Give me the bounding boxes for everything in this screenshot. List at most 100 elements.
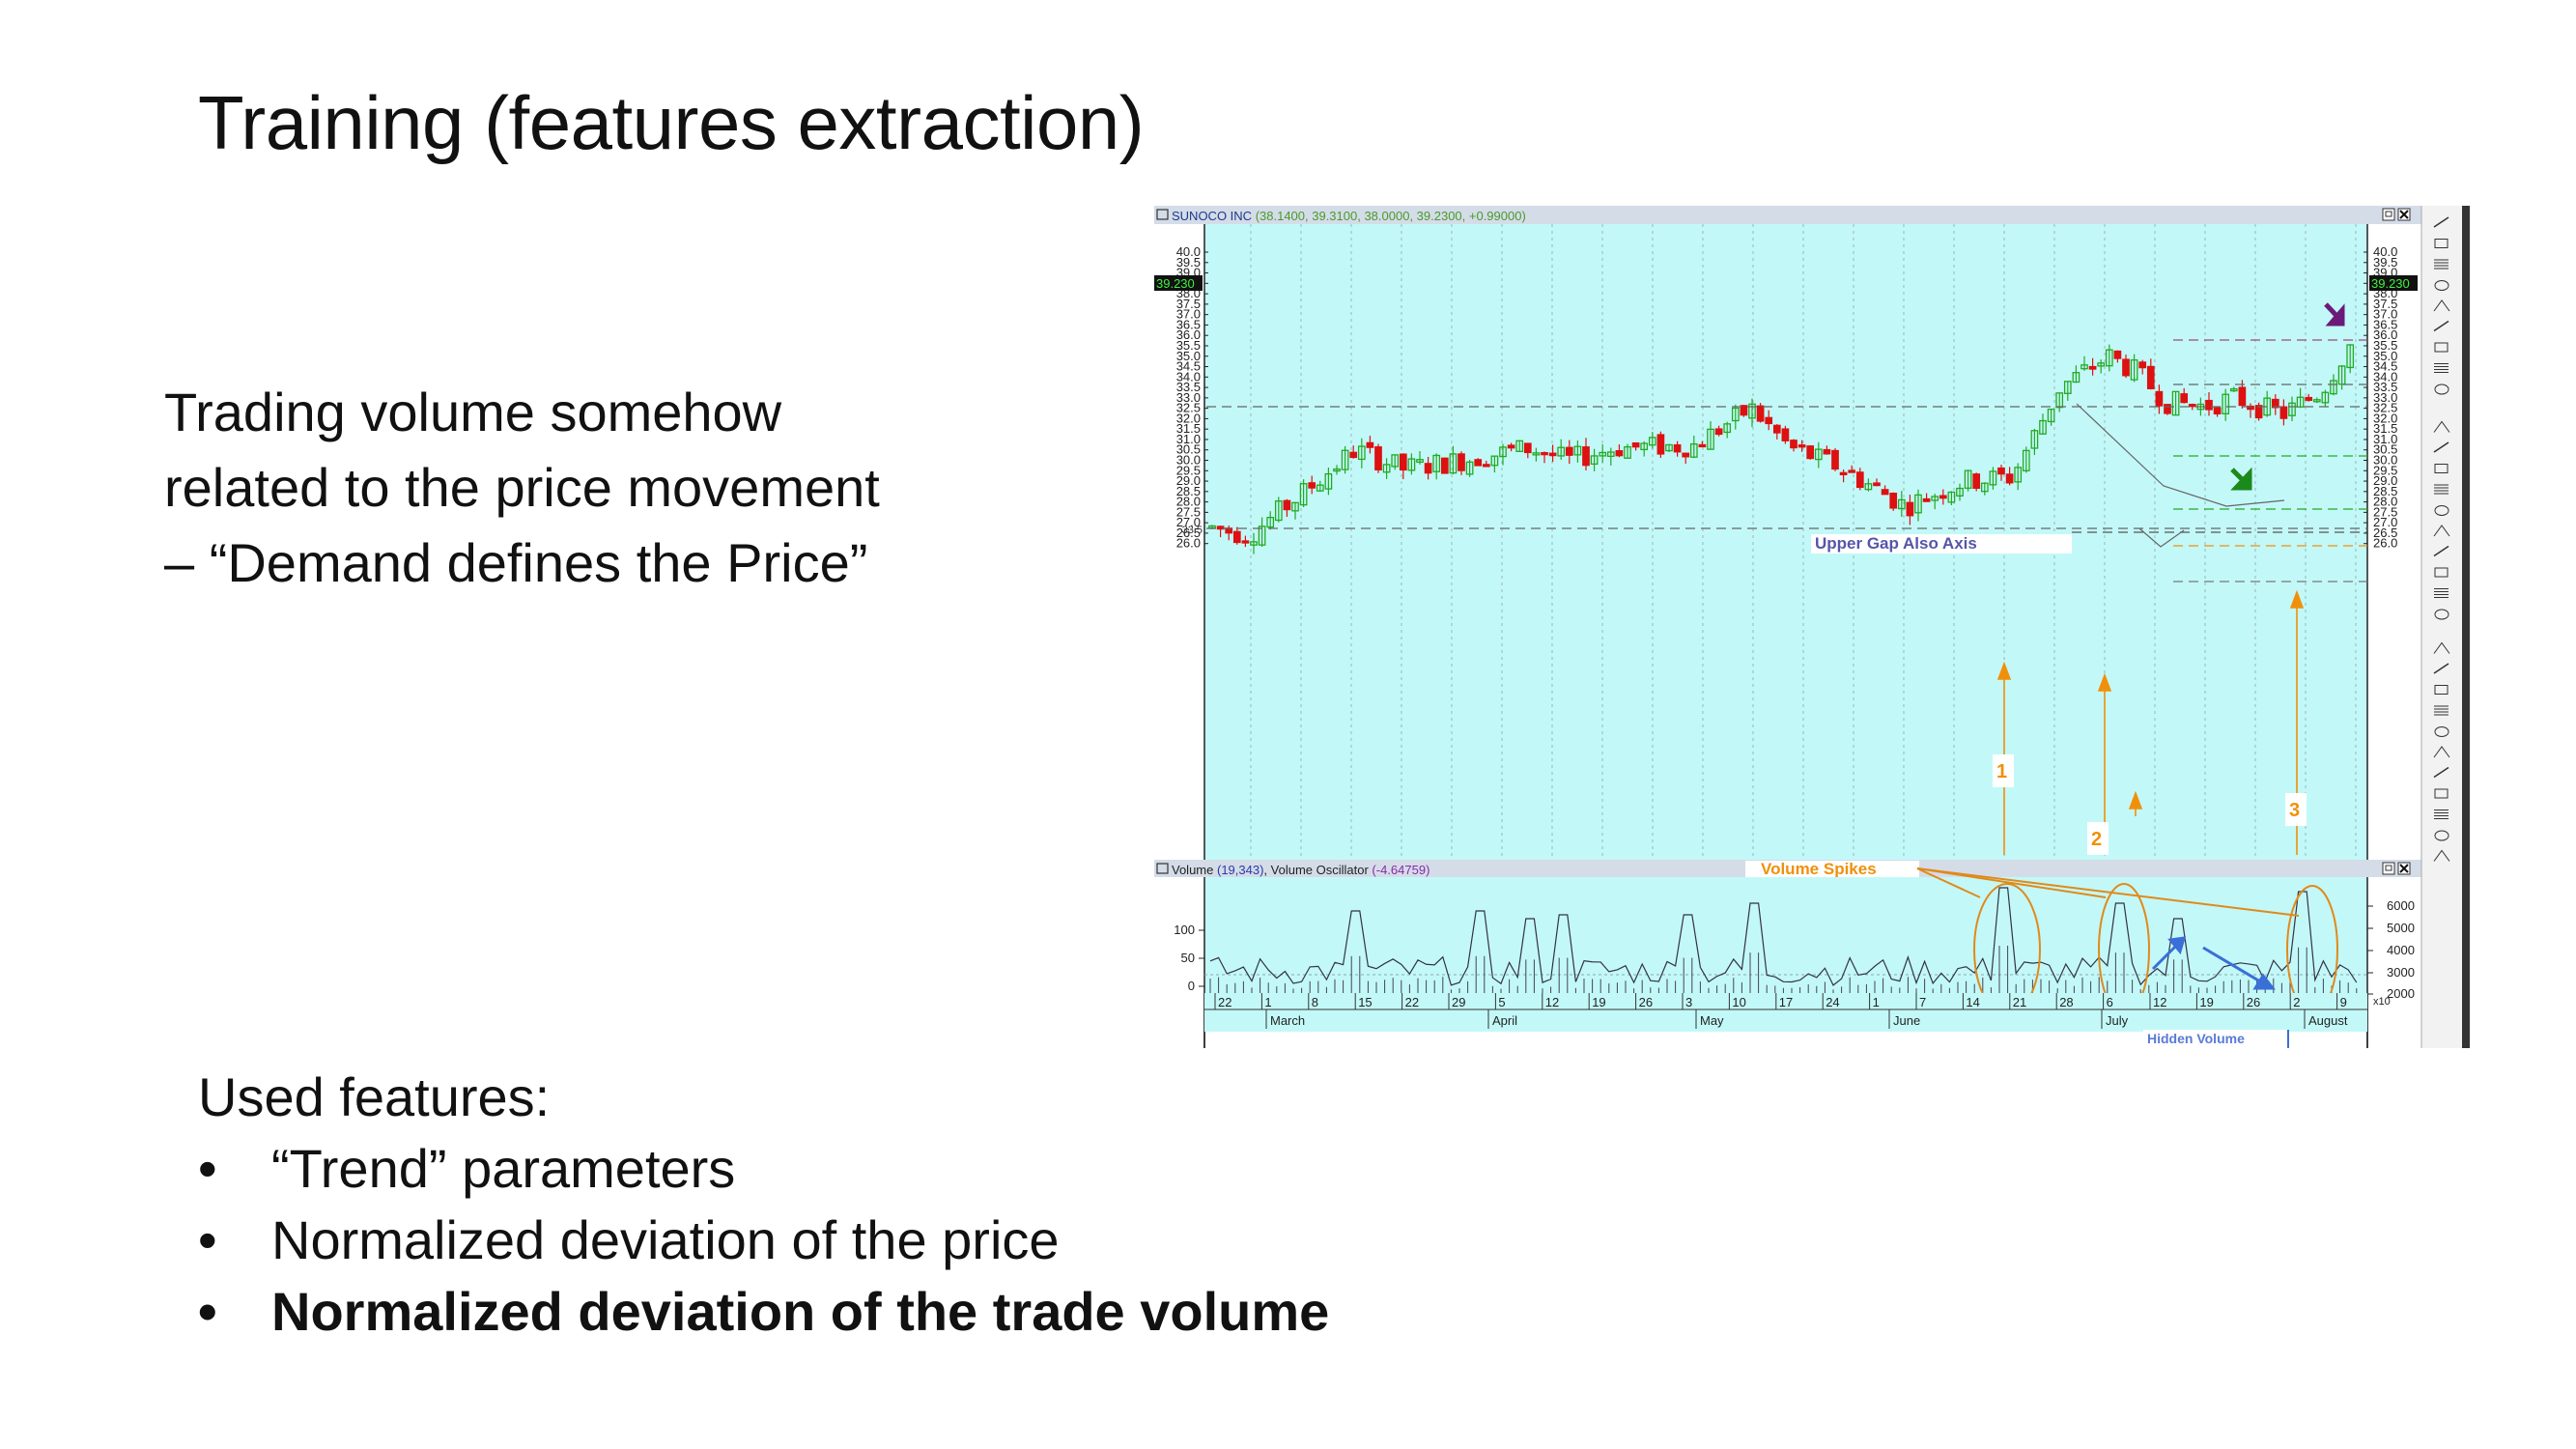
drawing-tool-icon[interactable]	[2434, 259, 2449, 270]
price-tick-right: 35.0	[2373, 349, 2397, 363]
drawing-tool-icon[interactable]	[2433, 299, 2450, 312]
candle	[1391, 454, 1400, 470]
drawing-tool-icon[interactable]	[2434, 788, 2449, 799]
date-tick: 6	[2107, 995, 2113, 1009]
volume-tick-right: 5000	[2387, 921, 2415, 935]
candle	[1665, 443, 1673, 453]
window-icon	[1156, 209, 1169, 220]
price-tick-right: 28.0	[2373, 495, 2397, 509]
candle	[1333, 465, 1341, 475]
candle	[1532, 447, 1541, 462]
body-text: Trading volume somehow related to the pr…	[164, 375, 880, 601]
purple-arrow-icon	[2324, 302, 2345, 327]
drawing-tool-icon[interactable]	[2434, 239, 2449, 248]
drawing-tool-icon[interactable]	[2433, 766, 2449, 779]
candle	[1482, 460, 1490, 468]
price-tick-right: 26.0	[2373, 536, 2397, 551]
left-marker: 33.5	[1182, 525, 1203, 536]
date-tick: 19	[1592, 995, 1605, 1009]
candle	[1740, 405, 1748, 417]
candle	[2146, 358, 2155, 390]
volume-tick-right: 3000	[2387, 965, 2415, 980]
drawing-tool-icon[interactable]	[2434, 830, 2449, 841]
date-tick: 22	[1218, 995, 1231, 1009]
drawing-tool-icon[interactable]	[2434, 464, 2449, 473]
drawing-tool-icon[interactable]	[2434, 726, 2449, 737]
candle	[1640, 440, 1649, 457]
date-tick: 1	[1873, 995, 1880, 1009]
volume-oscillator-line	[1209, 887, 2358, 986]
date-tick: 15	[1358, 995, 1372, 1009]
drawing-tool-icon[interactable]	[2433, 849, 2450, 862]
candle	[1599, 443, 1607, 463]
price-tick-left: 35.0	[1176, 349, 1201, 363]
drawing-tool-icon[interactable]	[2434, 384, 2449, 395]
candle	[1490, 455, 1499, 473]
price-tick-left: 28.5	[1176, 484, 1201, 498]
spike-label-3: 3	[2289, 800, 2300, 821]
date-tick: 29	[1452, 995, 1465, 1009]
candle	[1399, 453, 1407, 480]
bullet-icon: •	[198, 1138, 217, 1199]
price-tick-right: 27.5	[2373, 504, 2397, 519]
current-price-tag-right	[2369, 275, 2418, 291]
price-tick-right: 39.5	[2373, 255, 2397, 270]
feature-item: • “Trend” parameters	[198, 1133, 1329, 1205]
current-price-right: 39.230	[2371, 276, 2410, 291]
date-tick: 10	[1732, 995, 1745, 1009]
maximize-icon[interactable]	[2382, 208, 2395, 221]
candle	[1548, 444, 1557, 463]
price-tick-left: 30.0	[1176, 453, 1201, 468]
drawing-tool-icon[interactable]	[2434, 280, 2449, 291]
window-controls[interactable]	[2382, 208, 2411, 221]
drawing-tool-icon[interactable]	[2433, 746, 2450, 758]
price-tick-left: 28.0	[1176, 495, 1201, 509]
candle	[1507, 442, 1515, 452]
price-tick-right: 27.0	[2373, 515, 2397, 529]
candle	[1790, 439, 1798, 452]
candle	[1798, 440, 1806, 452]
candle	[1873, 478, 1881, 487]
bullet-icon: •	[198, 1209, 217, 1270]
date-tick: 22	[1405, 995, 1419, 1009]
drawing-tool-icon[interactable]	[2434, 484, 2449, 495]
volume-window-controls[interactable]	[2382, 862, 2411, 875]
candle	[1557, 439, 1566, 460]
volume-tick-left: 100	[1174, 923, 1195, 937]
candle	[2321, 389, 2330, 408]
date-tick: 9	[2340, 995, 2347, 1009]
drawing-tool-icon[interactable]	[2433, 663, 2449, 674]
volume-axes: 100 50 0 6000 5000 4000 3000 2000	[1174, 898, 2415, 1001]
drawing-tool-icon[interactable]	[2434, 363, 2449, 373]
drawing-tool-icon[interactable]	[2433, 320, 2449, 332]
drawing-tool-icon[interactable]	[2434, 342, 2449, 353]
drawing-tool-icon[interactable]	[2433, 420, 2450, 433]
drawing-tool-icon[interactable]	[2434, 609, 2449, 620]
candle	[1848, 465, 1856, 473]
drawing-tool-icon[interactable]	[2433, 216, 2449, 228]
chart-screenshot: SUNOCO INC (38.1400, 39.3100, 38.0000, 3…	[1154, 206, 2470, 1048]
drawing-tool-icon[interactable]	[2434, 685, 2449, 695]
drawing-tool-icon[interactable]	[2434, 705, 2449, 716]
candle	[1523, 442, 1532, 459]
drawing-tool-icon[interactable]	[2433, 525, 2450, 537]
candle	[1308, 475, 1316, 495]
candle	[1839, 469, 1848, 483]
candle	[1989, 467, 1997, 490]
drawing-tool-icon[interactable]	[2434, 810, 2449, 819]
drawing-tool-icon[interactable]	[2433, 441, 2449, 453]
volume-label: Volume	[1172, 863, 1213, 877]
candle	[1341, 445, 1349, 474]
candle	[1765, 410, 1773, 431]
drawing-tool-icon[interactable]	[2434, 567, 2449, 578]
drawing-tool-icon[interactable]	[2434, 505, 2449, 516]
current-price-left: 39.230	[1156, 276, 1195, 291]
price-window-titlebar	[1154, 206, 2421, 224]
drawing-tool-icon[interactable]	[2433, 545, 2449, 557]
drawing-tool-icon[interactable]	[2434, 588, 2449, 598]
maximize-icon[interactable]	[2382, 862, 2395, 875]
hidden-volume-arrows	[2151, 936, 2277, 990]
drawing-tool-icon[interactable]	[2433, 641, 2450, 654]
month-label: April	[1492, 1013, 1517, 1028]
candle	[1781, 425, 1790, 444]
